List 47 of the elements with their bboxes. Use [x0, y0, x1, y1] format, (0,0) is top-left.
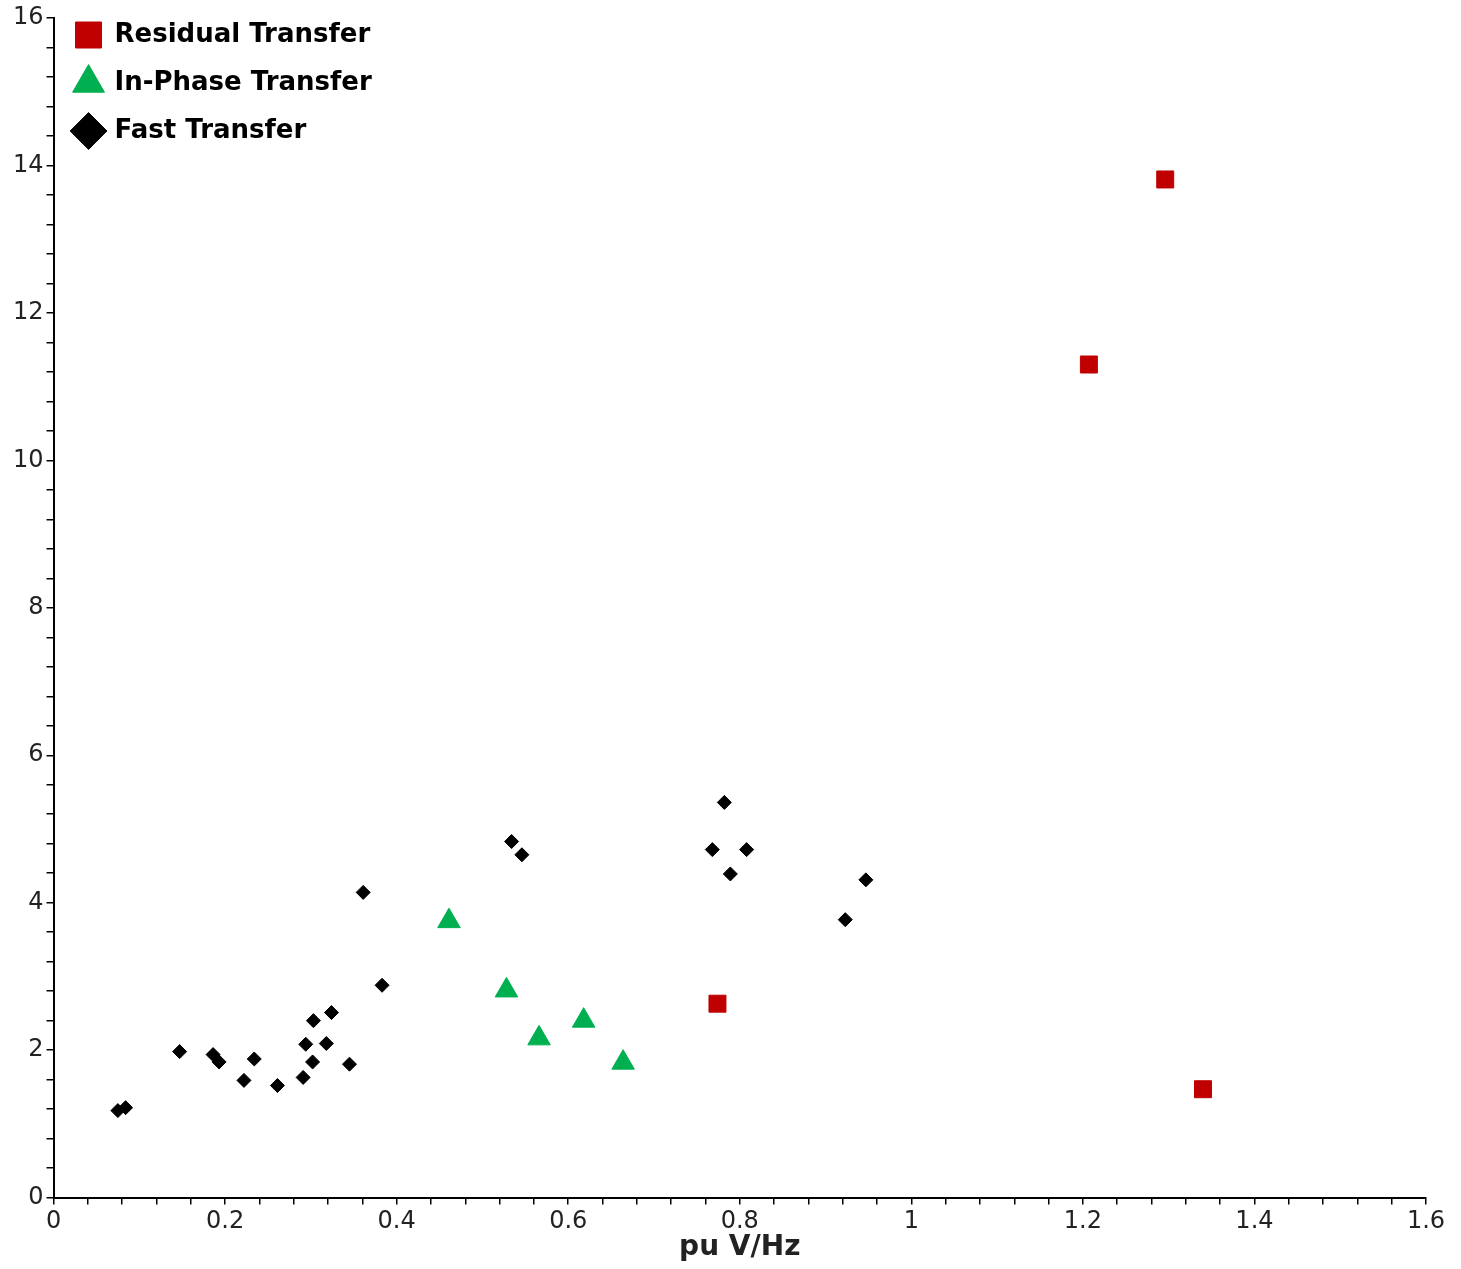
legend-label: In-Phase Transfer — [114, 65, 372, 96]
point — [1156, 170, 1175, 189]
point — [305, 1013, 321, 1029]
x-tick-label: 1.2 — [1063, 1206, 1102, 1235]
point — [341, 1056, 357, 1072]
point — [858, 872, 874, 888]
x-tick-label: 0.6 — [549, 1206, 588, 1235]
point — [704, 842, 720, 858]
point — [211, 1054, 227, 1070]
point — [323, 1005, 339, 1021]
point — [1079, 355, 1098, 374]
point — [504, 834, 520, 850]
point — [118, 1100, 134, 1116]
point — [305, 1054, 321, 1070]
point — [355, 884, 371, 900]
y-tick-label: 14 — [12, 149, 44, 178]
point — [295, 1069, 311, 1085]
x-tick-label: 1.4 — [1235, 1206, 1274, 1235]
point — [374, 977, 390, 993]
point — [514, 847, 530, 863]
y-tick-label: 12 — [12, 297, 44, 326]
point — [236, 1072, 252, 1088]
y-tick-label: 10 — [12, 444, 44, 473]
point — [172, 1044, 188, 1060]
point — [298, 1036, 314, 1052]
point — [722, 866, 738, 882]
point — [708, 994, 727, 1013]
x-tick-label: 0.4 — [377, 1206, 416, 1235]
point — [837, 912, 853, 928]
y-tick-label: 4 — [28, 886, 44, 915]
point — [739, 842, 755, 858]
legend-label: Residual Transfer — [114, 17, 371, 48]
x-tick-label: 0.2 — [206, 1206, 245, 1235]
y-tick-label: 0 — [28, 1181, 44, 1210]
legend-label: Fast Transfer — [114, 113, 307, 144]
point — [205, 1047, 221, 1063]
y-tick-label: 16 — [12, 2, 44, 31]
x-tick-label: 1.6 — [1406, 1206, 1446, 1235]
y-tick-label: 8 — [28, 592, 44, 621]
point — [318, 1036, 334, 1052]
y-tick-label: 2 — [28, 1034, 44, 1063]
point — [1193, 1080, 1212, 1099]
point — [246, 1051, 262, 1067]
point — [269, 1078, 285, 1094]
point — [716, 794, 732, 810]
y-tick-label: 6 — [28, 739, 44, 768]
x-tick-label: 1 — [903, 1206, 919, 1235]
